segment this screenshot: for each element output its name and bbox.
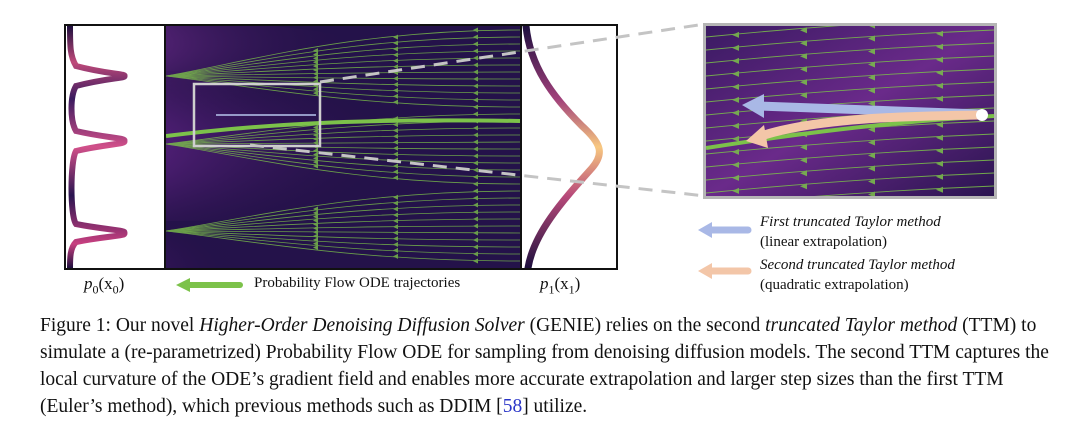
start-point — [976, 109, 988, 121]
p0-density-panel — [64, 24, 166, 270]
second-ttm-arrowhead — [746, 125, 768, 148]
trajectory-legend-label: Probability Flow ODE trajectories — [254, 275, 461, 291]
flow-field-panel — [164, 24, 522, 270]
p0-density-curve — [67, 26, 128, 268]
first-ttm-legend-sub: (linear extrapolation) — [760, 234, 888, 250]
second-ttm-arrow — [759, 110, 982, 141]
zoom-connectors — [249, 22, 706, 198]
caption-part-3: (GENIE) relies on the second — [524, 315, 766, 336]
second-ttm-legend-sub: (quadratic extrapolation) — [760, 277, 909, 293]
flow-field-plot — [166, 26, 520, 268]
zoom-inset-plot — [706, 26, 994, 196]
second-ttm-legend-title: Second truncated Taylor method — [760, 257, 955, 273]
first-ttm-legend-arrow — [698, 222, 752, 238]
caption-part-1: Figure 1: Our novel — [40, 315, 200, 336]
p1-density-panel — [520, 24, 618, 270]
highlight-trajectory — [166, 118, 520, 138]
second-ttm-legend-arrow — [698, 263, 752, 279]
flow-streamlines — [166, 27, 520, 264]
first-ttm-legend-title: First truncated Taylor method — [760, 214, 941, 230]
figure-caption: Figure 1: Our novel Higher-Order Denoisi… — [40, 312, 1060, 420]
p0-label: p0(x0) — [84, 274, 125, 297]
zoom-inset-panel — [703, 23, 997, 199]
caption-method-name: Higher-Order Denoising Diffusion Solver — [199, 315, 525, 336]
caption-ttm-name: truncated Taylor method — [765, 315, 958, 336]
trajectory-legend-arrow — [176, 278, 243, 292]
p1-label: p1(x1) — [540, 274, 581, 297]
caption-part-5: (TTM) to simulate a (re-parametrized) Pr… — [40, 315, 1049, 417]
first-ttm-arrowhead — [742, 94, 764, 118]
p1-density-curve — [522, 26, 603, 268]
figure-1: p0(x0) p1(x1) Probability Flow ODE traje… — [64, 22, 997, 297]
caption-part-6: ] utilize. — [522, 396, 588, 417]
citation-link-58[interactable]: 58 — [502, 396, 523, 417]
